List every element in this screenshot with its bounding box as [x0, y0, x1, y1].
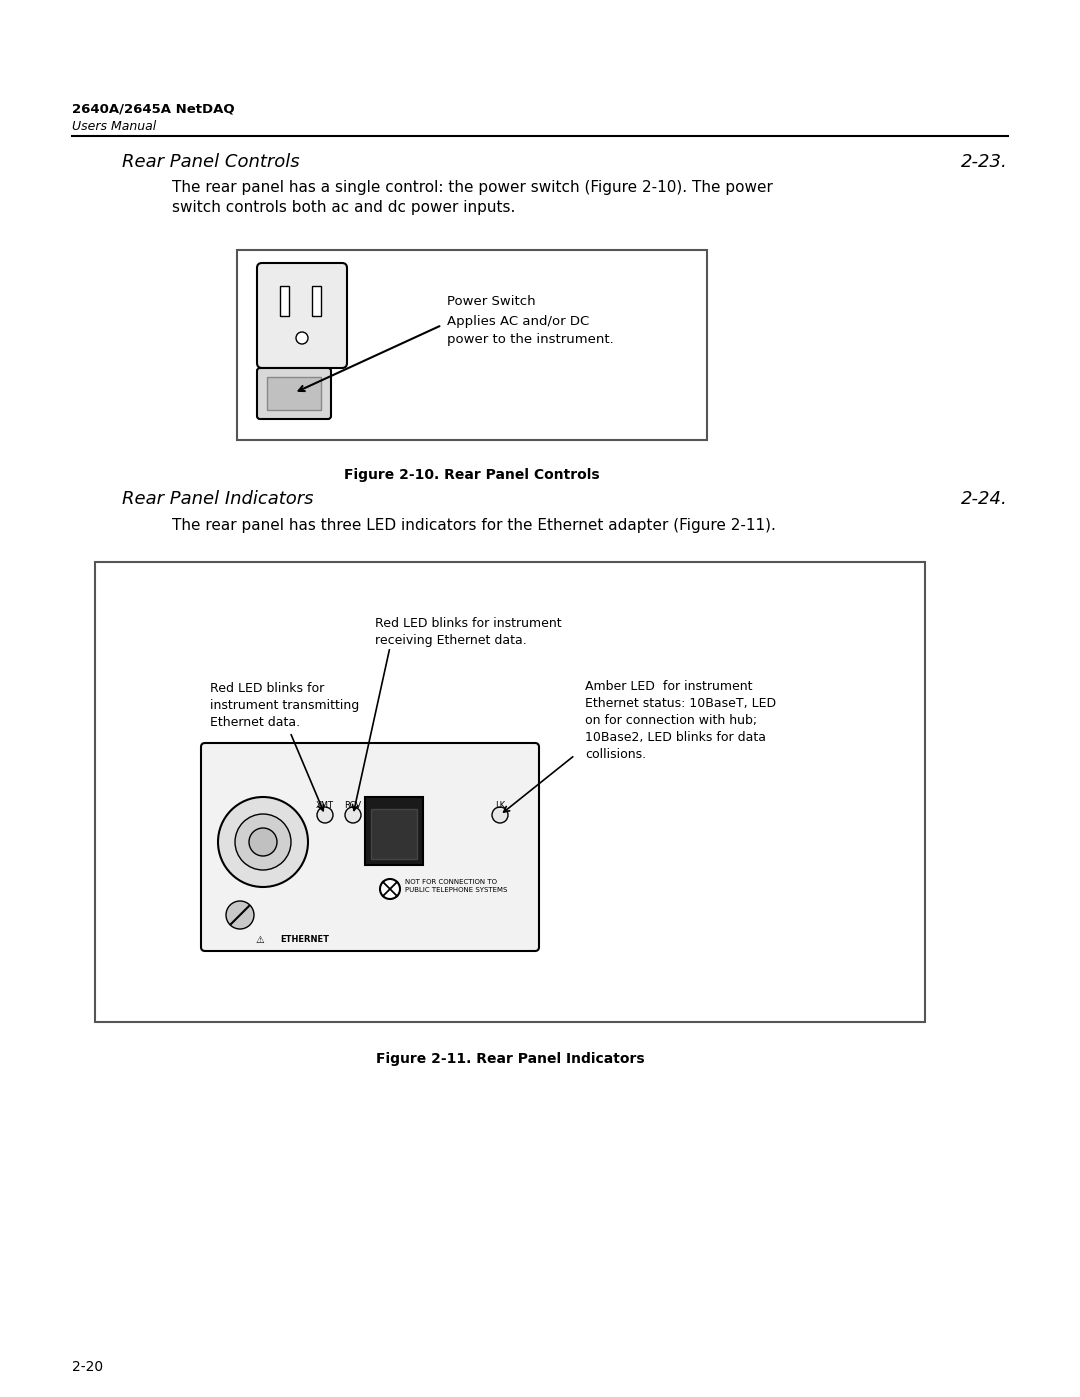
Text: XMT: XMT: [316, 800, 334, 810]
FancyBboxPatch shape: [257, 367, 330, 419]
Circle shape: [218, 798, 308, 887]
Bar: [312, 286, 321, 316]
Circle shape: [492, 807, 508, 823]
Bar: [237, 250, 707, 440]
Circle shape: [318, 807, 333, 823]
Text: The rear panel has a single control: the power switch (Figure 2-10). The power
s: The rear panel has a single control: the…: [172, 180, 773, 215]
Text: ⚠: ⚠: [256, 935, 265, 944]
Circle shape: [226, 901, 254, 929]
Text: 2-20: 2-20: [72, 1361, 103, 1375]
Text: Users Manual: Users Manual: [72, 120, 157, 133]
Text: NOT FOR CONNECTION TO
PUBLIC TELEPHONE SYSTEMS: NOT FOR CONNECTION TO PUBLIC TELEPHONE S…: [405, 879, 508, 893]
Circle shape: [345, 807, 361, 823]
FancyBboxPatch shape: [257, 263, 347, 367]
Bar: [372, 809, 417, 859]
Text: Rear Panel Indicators: Rear Panel Indicators: [122, 490, 313, 509]
Text: ETHERNET: ETHERNET: [280, 935, 329, 944]
Text: 2-23.: 2-23.: [961, 154, 1008, 170]
Bar: [267, 377, 321, 409]
Text: 2-24.: 2-24.: [961, 490, 1008, 509]
Bar: [95, 562, 924, 1023]
Circle shape: [380, 879, 400, 900]
Text: Red LED blinks for instrument
receiving Ethernet data.: Red LED blinks for instrument receiving …: [375, 617, 562, 647]
Text: Amber LED  for instrument
Ethernet status: 10BaseT, LED
on for connection with h: Amber LED for instrument Ethernet status…: [585, 680, 777, 761]
Text: RCV: RCV: [345, 800, 362, 810]
FancyBboxPatch shape: [201, 743, 539, 951]
Text: Figure 2-11. Rear Panel Indicators: Figure 2-11. Rear Panel Indicators: [376, 1052, 645, 1066]
Circle shape: [296, 332, 308, 344]
Text: Power Switch: Power Switch: [447, 295, 536, 307]
Text: Applies AC and/or DC
power to the instrument.: Applies AC and/or DC power to the instru…: [447, 314, 613, 346]
Circle shape: [249, 828, 276, 856]
Text: Rear Panel Controls: Rear Panel Controls: [122, 154, 299, 170]
Text: 2640A/2645A NetDAQ: 2640A/2645A NetDAQ: [72, 102, 234, 115]
Text: The rear panel has three LED indicators for the Ethernet adapter (Figure 2-11).: The rear panel has three LED indicators …: [172, 518, 775, 534]
Text: LK: LK: [495, 800, 505, 810]
Circle shape: [235, 814, 291, 870]
Text: Red LED blinks for
instrument transmitting
Ethernet data.: Red LED blinks for instrument transmitti…: [210, 682, 360, 729]
Bar: [280, 286, 289, 316]
Bar: [365, 798, 423, 865]
Text: Figure 2-10. Rear Panel Controls: Figure 2-10. Rear Panel Controls: [345, 468, 599, 482]
